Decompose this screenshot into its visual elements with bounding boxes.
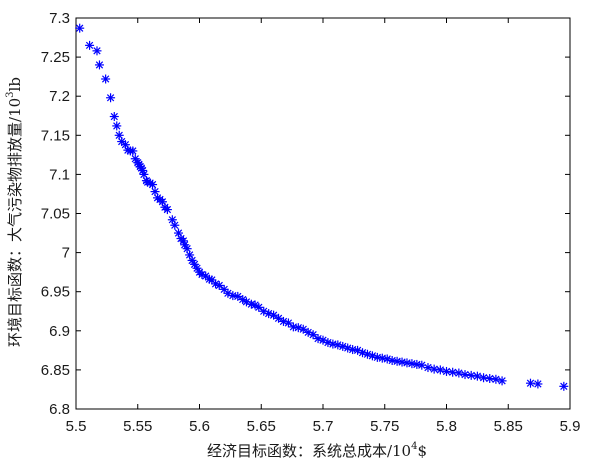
x-tick-label: 5.75 <box>370 418 399 435</box>
data-point <box>497 376 507 386</box>
data-point <box>328 339 338 349</box>
data-point <box>85 40 95 50</box>
data-point <box>109 112 119 122</box>
y-tick-label: 6.95 <box>41 284 70 301</box>
data-point <box>92 46 102 56</box>
x-tick-label: 5.5 <box>66 418 87 435</box>
data-point <box>145 178 155 188</box>
data-point <box>442 366 451 376</box>
plot-box <box>75 17 571 410</box>
y-axis-label: 环境目标函数：大气污染物排放量/103lb <box>5 77 24 347</box>
x-axis-label-unit: $ <box>417 442 427 460</box>
y-tick-label: 7.15 <box>41 127 70 144</box>
data-point <box>128 146 138 156</box>
data-point <box>460 370 470 380</box>
data-point <box>423 363 433 373</box>
data-point <box>472 371 482 381</box>
data-point <box>170 220 180 230</box>
data-point <box>525 378 535 388</box>
x-axis-label-superscript: 4 <box>411 441 417 452</box>
data-point <box>308 330 318 340</box>
y-tick-label: 6.85 <box>41 362 70 379</box>
y-axis-ticks: 6.8 6.85 6.9 6.95 7 7.05 7.1 7.15 7.2 7.25 7.3 <box>41 10 570 418</box>
data-point <box>233 291 243 301</box>
data-point <box>429 364 439 374</box>
data-point <box>211 279 221 289</box>
y-axis-label-unit: lb <box>6 77 24 91</box>
data-point <box>466 370 476 380</box>
y-axis-label-superscript: 3 <box>5 91 16 97</box>
data-point <box>479 373 489 383</box>
data-point <box>75 23 85 33</box>
data-point <box>101 74 111 84</box>
data-point <box>254 302 264 312</box>
y-tick-label: 6.9 <box>49 323 70 340</box>
y-tick-label: 7 <box>62 245 70 262</box>
data-point <box>485 374 495 384</box>
x-tick-label: 5.8 <box>436 418 457 435</box>
x-tick-label: 5.9 <box>560 418 581 435</box>
data-point <box>192 263 202 273</box>
y-tick-label: 7.2 <box>49 88 70 105</box>
data-point <box>448 367 458 377</box>
y-tick-label: 7.3 <box>49 10 70 27</box>
x-tick-label: 5.55 <box>123 418 152 435</box>
x-tick-label: 5.85 <box>494 418 523 435</box>
x-tick-label: 5.6 <box>189 418 210 435</box>
data-point <box>269 310 279 320</box>
data-point <box>298 324 308 334</box>
data-point <box>250 300 260 310</box>
x-axis-label: 经济目标函数：系统总成本/104$ <box>207 441 427 460</box>
y-tick-label: 7.25 <box>41 49 70 66</box>
data-point <box>533 379 543 389</box>
data-point <box>454 368 464 378</box>
data-point <box>106 93 116 103</box>
data-point <box>435 365 445 375</box>
y-tick-label: 6.8 <box>49 401 70 418</box>
data-point <box>238 295 248 305</box>
data-point <box>491 374 501 384</box>
data-point <box>412 359 422 369</box>
data-point <box>283 318 293 328</box>
data-point <box>274 313 284 323</box>
data-point <box>153 193 163 203</box>
data-points <box>75 23 569 391</box>
data-point <box>112 121 122 131</box>
y-tick-label: 7.1 <box>49 166 70 183</box>
x-axis-ticks: 5.5 5.55 5.6 5.65 5.7 5.75 5.8 5.85 5.9 <box>66 18 581 435</box>
data-point <box>94 60 104 70</box>
x-tick-label: 5.65 <box>247 418 276 435</box>
plot-frame <box>75 17 571 410</box>
data-point <box>162 205 172 215</box>
data-point <box>559 381 569 391</box>
data-point <box>402 358 412 368</box>
data-point <box>148 180 158 190</box>
data-point <box>214 280 224 290</box>
x-tick-label: 5.7 <box>313 418 334 435</box>
y-tick-label: 7.05 <box>41 206 70 223</box>
